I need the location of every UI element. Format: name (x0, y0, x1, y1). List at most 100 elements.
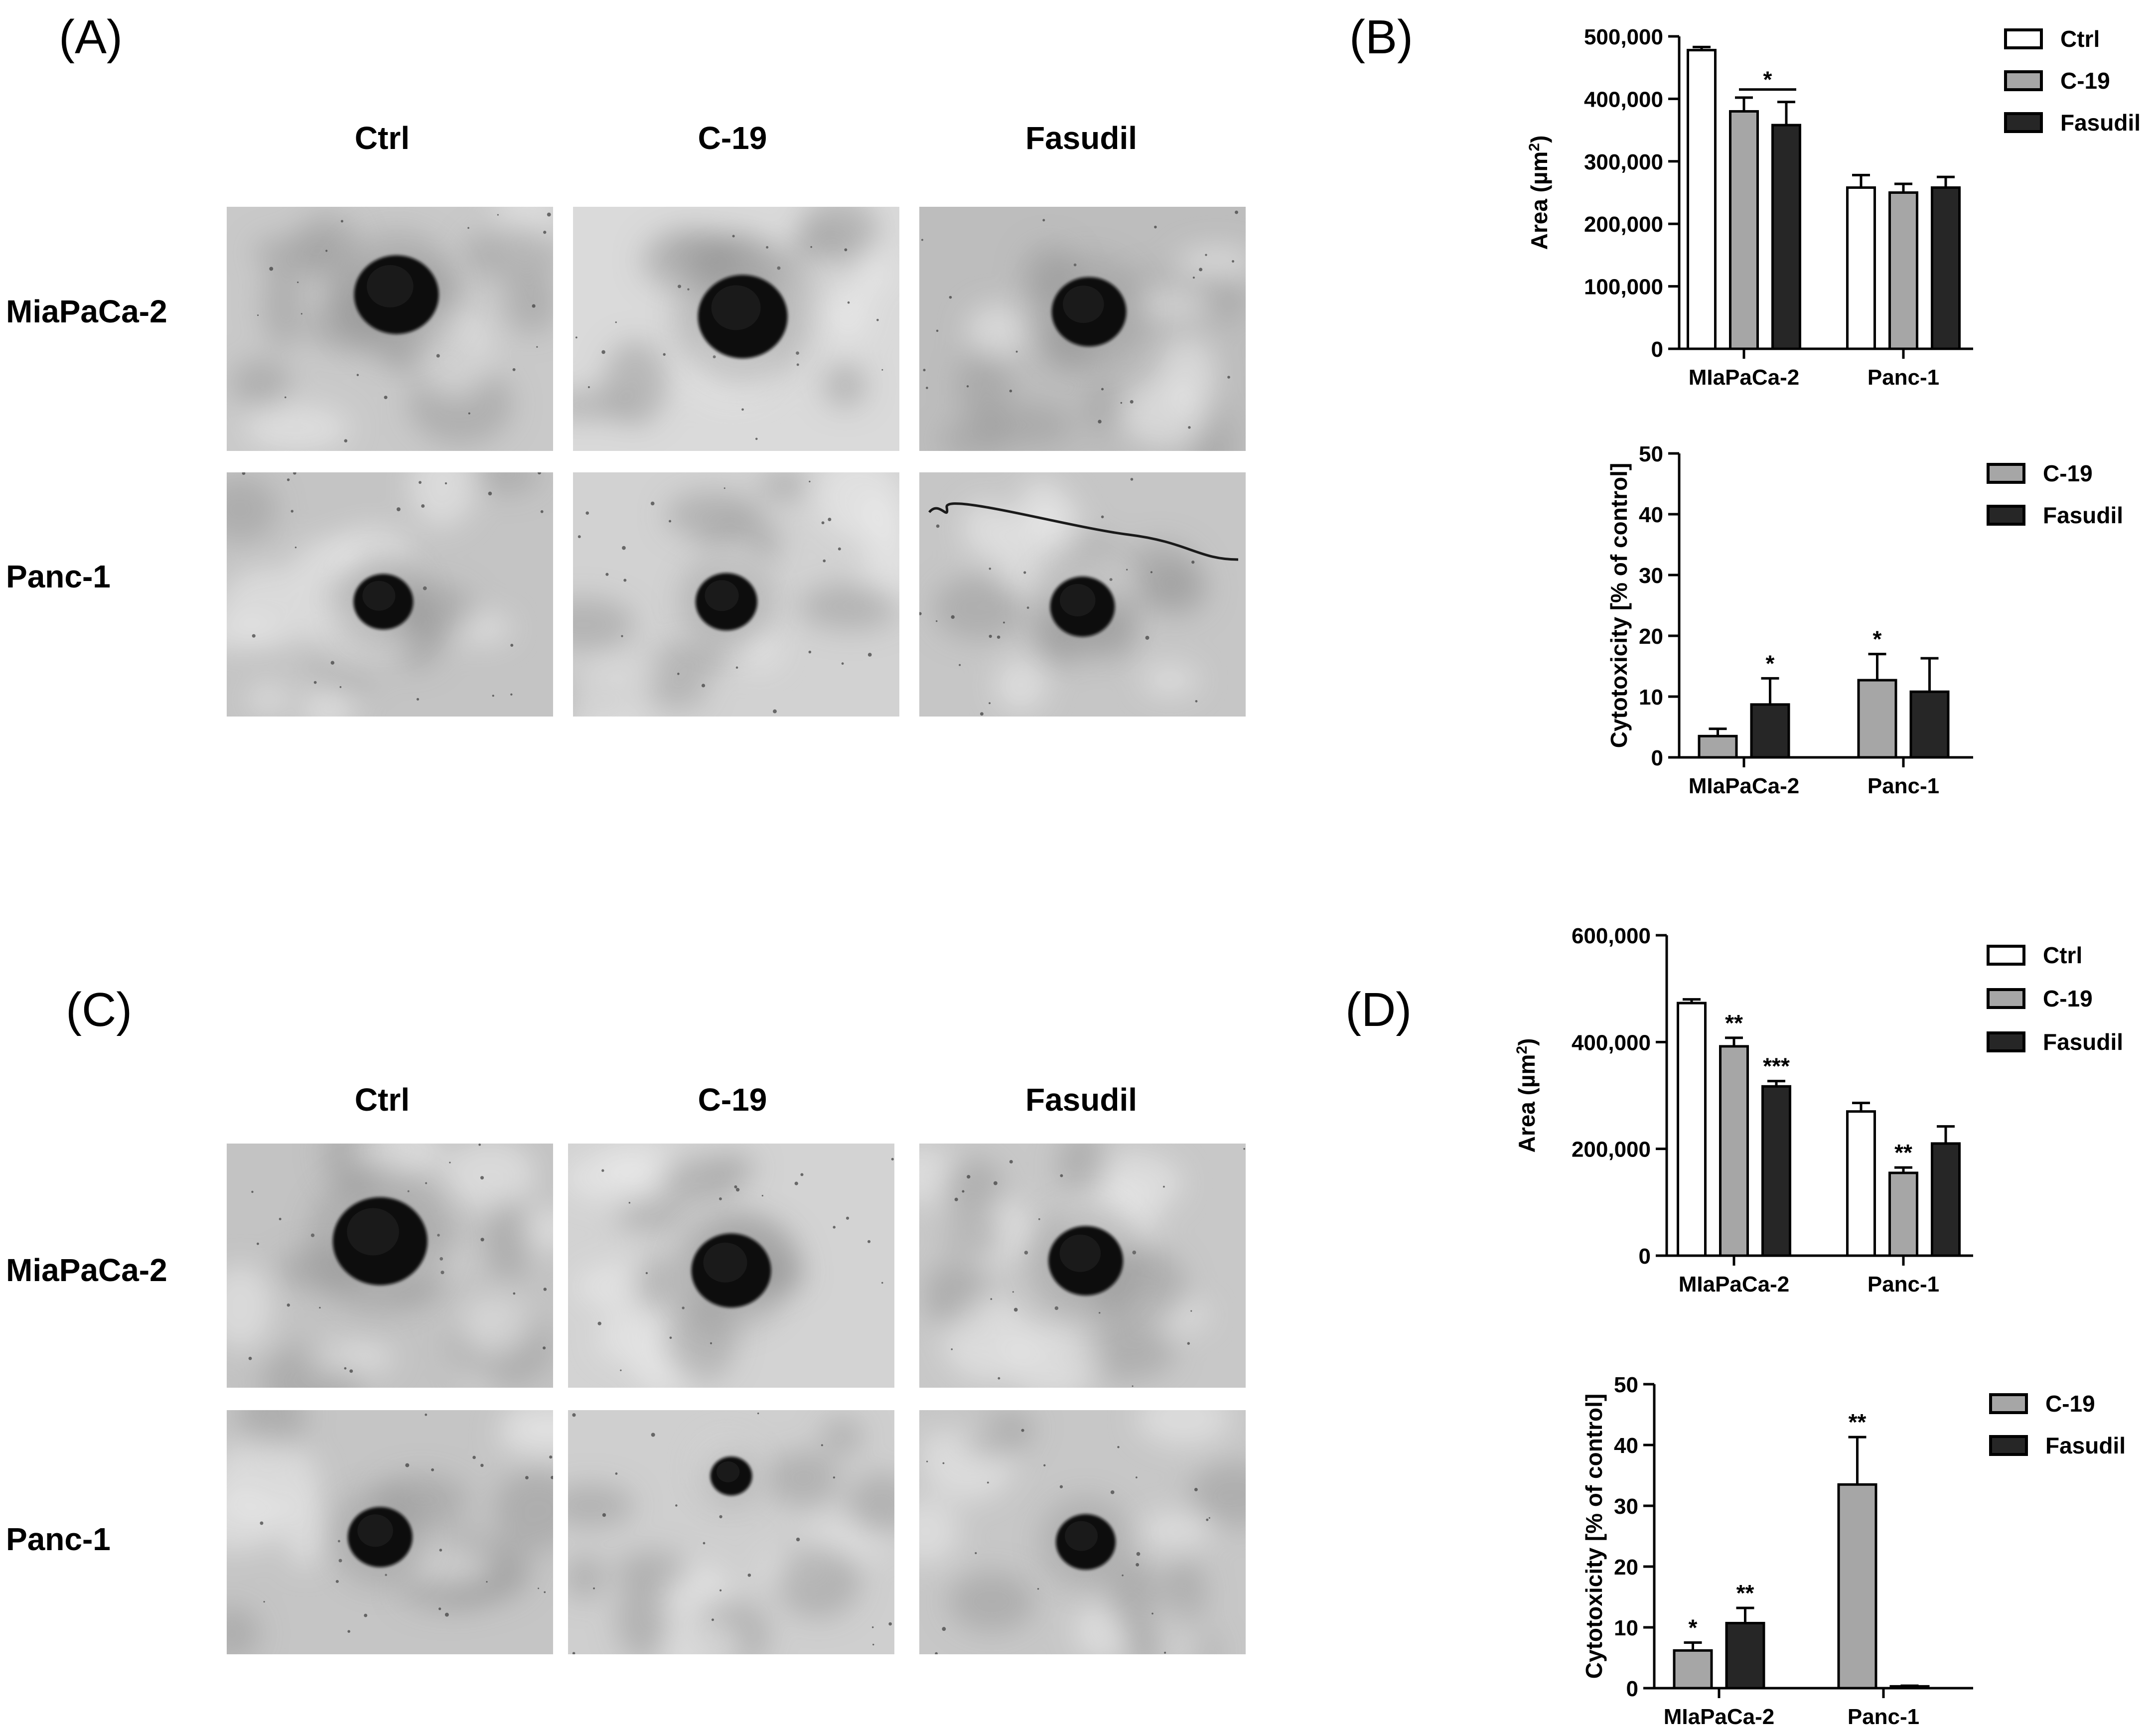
legend-label: Fasudil (2060, 110, 2141, 136)
panel-a-col-ctrl: Ctrl (354, 120, 410, 156)
y-tick-label: 40 (1639, 503, 1663, 527)
significance-marker: ** (1725, 1010, 1743, 1036)
legend-label: C-19 (2060, 68, 2110, 94)
y-tick-label: 40 (1614, 1434, 1638, 1458)
micrograph (227, 472, 553, 717)
panel-c-row-panc1: Panc-1 (6, 1521, 111, 1557)
legend-swatch (1987, 945, 2025, 966)
significance-marker: * (1873, 626, 1882, 652)
bar (1719, 1045, 1749, 1257)
bar (1846, 1110, 1876, 1257)
y-tick-label: 20 (1614, 1555, 1638, 1580)
y-tick-label: 400,000 (1584, 87, 1663, 112)
y-tick-label: 200,000 (1572, 1138, 1651, 1162)
significance-marker: *** (1763, 1053, 1790, 1079)
y-axis-label: Area (µm2) (1514, 1038, 1540, 1153)
y-axis-label: Cytotoxicity [% of control] (1581, 1394, 1607, 1679)
bar (1931, 186, 1961, 350)
x-tick-label: MIaPaCa-2 (1689, 365, 1800, 390)
x-tick-label: Panc-1 (1868, 1272, 1939, 1297)
chart-D-cyto: 0 10 20 30 40 50 Cytotoxicity [% of control] MI… (1581, 1373, 2126, 1729)
x-tick-label: MIaPaCa-2 (1689, 774, 1800, 798)
bar (1931, 1142, 1961, 1257)
bar (1888, 1171, 1918, 1257)
bar (1846, 186, 1876, 350)
bar (1909, 690, 1950, 759)
x-tick-label: Panc-1 (1868, 365, 1939, 390)
bar (1725, 1621, 1765, 1690)
panel-c-row-miapaca: MiaPaCa-2 (6, 1252, 167, 1288)
y-tick-label: 0 (1639, 1244, 1651, 1269)
legend-label: Fasudil (2043, 1029, 2123, 1055)
legend-swatch (1987, 1031, 2025, 1052)
bar (1750, 703, 1790, 759)
y-tick-label: 30 (1639, 564, 1663, 588)
micrograph (227, 1144, 553, 1388)
panel-c-col-c19: C-19 (698, 1082, 767, 1118)
y-tick-label: 0 (1626, 1677, 1638, 1701)
micrograph (919, 472, 1246, 717)
legend-swatch (2004, 70, 2043, 91)
panel-a-label: (A) (59, 10, 123, 64)
y-tick-label: 0 (1651, 746, 1663, 770)
panel-a-row-panc1: Panc-1 (6, 559, 111, 594)
y-tick-label: 30 (1614, 1494, 1638, 1519)
legend-swatch (2004, 28, 2043, 49)
x-tick-label: Panc-1 (1848, 1705, 1919, 1729)
bar (1673, 1649, 1713, 1690)
legend-label: C-19 (2045, 1391, 2095, 1417)
x-tick-label: Panc-1 (1868, 774, 1939, 798)
bar (1888, 191, 1918, 350)
panel-a-col-c19: C-19 (698, 120, 767, 156)
micrograph (227, 1410, 553, 1654)
significance-marker: ** (1849, 1409, 1867, 1435)
chart-B-area: 0 100,000 200,000 300,000 400,000 500,000 Area… (1526, 25, 2141, 390)
y-tick-label: 500,000 (1584, 25, 1663, 49)
panel-a-col-fasudil: Fasudil (1025, 120, 1138, 156)
chart-B-cyto: 0 10 20 30 40 50 Cytotoxicity [% of control] MI… (1606, 442, 2123, 798)
legend-label: Ctrl (2060, 26, 2100, 52)
y-axis-label: Cytotoxicity [% of control] (1606, 463, 1632, 748)
y-tick-label: 100,000 (1584, 275, 1663, 299)
y-tick-label: 10 (1639, 685, 1663, 710)
legend-label: Ctrl (2043, 942, 2082, 968)
chart-D-area: 0 200,000 400,000 600,000 Area (µm2) MIaPaCa-… (1514, 924, 2124, 1297)
micrograph (573, 207, 899, 451)
micrograph (919, 207, 1246, 451)
legend-label: C-19 (2043, 460, 2093, 486)
legend-swatch (1987, 988, 2025, 1009)
legend-label: Fasudil (2045, 1433, 2126, 1458)
significance-marker: * (1766, 650, 1775, 676)
legend-label: C-19 (2043, 986, 2093, 1012)
y-tick-label: 0 (1651, 337, 1663, 362)
panel-c-col-ctrl: Ctrl (354, 1082, 410, 1118)
micrograph (227, 207, 553, 451)
bar (1837, 1483, 1877, 1690)
bar (1687, 49, 1717, 350)
bar (1677, 1002, 1707, 1257)
legend-swatch (1989, 1393, 2028, 1414)
micrograph (919, 1410, 1246, 1654)
micrograph (568, 1144, 894, 1388)
panel-c-label: (C) (66, 983, 133, 1036)
significance-marker: * (1763, 67, 1772, 93)
significance-marker: ** (1894, 1140, 1912, 1165)
x-tick-label: MIaPaCa-2 (1664, 1705, 1775, 1729)
y-tick-label: 50 (1614, 1373, 1638, 1397)
legend-swatch (2004, 112, 2043, 133)
legend-swatch (1987, 505, 2025, 526)
legend-label: Fasudil (2043, 502, 2123, 528)
micrograph (919, 1144, 1246, 1388)
y-tick-label: 400,000 (1572, 1030, 1651, 1055)
panel-a-row-miapaca: MiaPaCa-2 (6, 293, 167, 329)
y-tick-label: 20 (1639, 624, 1663, 649)
bar (1761, 1085, 1791, 1257)
micrograph (573, 472, 899, 717)
y-tick-label: 50 (1639, 442, 1663, 466)
significance-marker: ** (1736, 1580, 1754, 1606)
bar (1729, 110, 1759, 350)
y-tick-label: 300,000 (1584, 150, 1663, 174)
bar (1771, 124, 1801, 350)
panel-b-label: (B) (1349, 10, 1413, 64)
